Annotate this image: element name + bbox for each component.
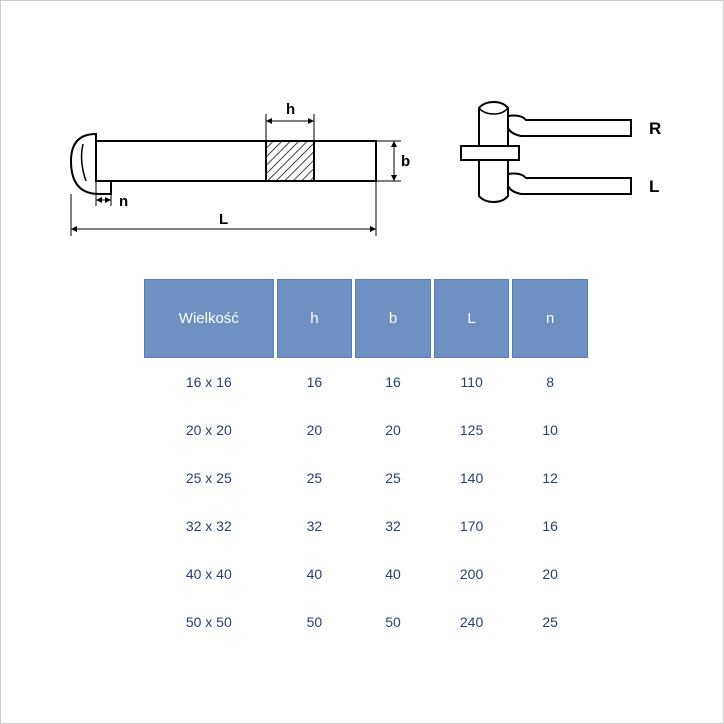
dim-L-label: L xyxy=(219,211,228,228)
cell: 20 x 20 xyxy=(144,406,274,454)
cell: 20 xyxy=(355,406,431,454)
col-header-h: h xyxy=(277,279,353,358)
col-header-size: Wielkość xyxy=(144,279,274,358)
table-row: 16 x 16 16 16 110 8 xyxy=(144,358,588,406)
cell: 240 xyxy=(434,598,510,646)
cell: 16 xyxy=(512,502,588,550)
dim-n-label: n xyxy=(119,193,128,210)
cell: 40 xyxy=(355,550,431,598)
cell: 40 x 40 xyxy=(144,550,274,598)
label-R: R xyxy=(649,119,661,138)
cell: 25 xyxy=(512,598,588,646)
cell: 8 xyxy=(512,358,588,406)
cell: 16 x 16 xyxy=(144,358,274,406)
top-view xyxy=(461,102,631,202)
cell: 110 xyxy=(434,358,510,406)
label-L-side: L xyxy=(649,177,659,196)
table-row: 20 x 20 20 20 125 10 xyxy=(144,406,588,454)
dimensions-table-container: Wielkość h b L n 16 x 16 16 16 110 8 20 … xyxy=(141,279,591,646)
cell: 50 xyxy=(355,598,431,646)
cell: 25 xyxy=(277,454,353,502)
table-row: 25 x 25 25 25 140 12 xyxy=(144,454,588,502)
cell: 16 xyxy=(277,358,353,406)
cell: 25 x 25 xyxy=(144,454,274,502)
dim-h-label: h xyxy=(286,101,295,118)
cell: 32 xyxy=(277,502,353,550)
cell: 25 xyxy=(355,454,431,502)
col-header-n: n xyxy=(512,279,588,358)
table-row: 32 x 32 32 32 170 16 xyxy=(144,502,588,550)
cell: 50 xyxy=(277,598,353,646)
cell: 40 xyxy=(277,550,353,598)
table-row: 40 x 40 40 40 200 20 xyxy=(144,550,588,598)
cell: 32 xyxy=(355,502,431,550)
table-row: 50 x 50 50 50 240 25 xyxy=(144,598,588,646)
col-header-b: b xyxy=(355,279,431,358)
cell: 16 xyxy=(355,358,431,406)
cell: 140 xyxy=(434,454,510,502)
cell: 32 x 32 xyxy=(144,502,274,550)
cross-section xyxy=(266,141,314,181)
col-header-L: L xyxy=(434,279,510,358)
table-body: 16 x 16 16 16 110 8 20 x 20 20 20 125 10… xyxy=(144,358,588,646)
diagram-svg: h b n L R L xyxy=(51,66,671,261)
cell: 170 xyxy=(434,502,510,550)
cell: 50 x 50 xyxy=(144,598,274,646)
cell: 125 xyxy=(434,406,510,454)
cell: 12 xyxy=(512,454,588,502)
cell: 10 xyxy=(512,406,588,454)
technical-diagram: h b n L R L xyxy=(51,66,671,261)
table-header-row: Wielkość h b L n xyxy=(144,279,588,358)
dim-b-label: b xyxy=(401,153,410,170)
dimensions-table: Wielkość h b L n 16 x 16 16 16 110 8 20 … xyxy=(141,279,591,646)
cell: 200 xyxy=(434,550,510,598)
tool-body xyxy=(96,141,376,181)
cell: 20 xyxy=(277,406,353,454)
cell: 20 xyxy=(512,550,588,598)
